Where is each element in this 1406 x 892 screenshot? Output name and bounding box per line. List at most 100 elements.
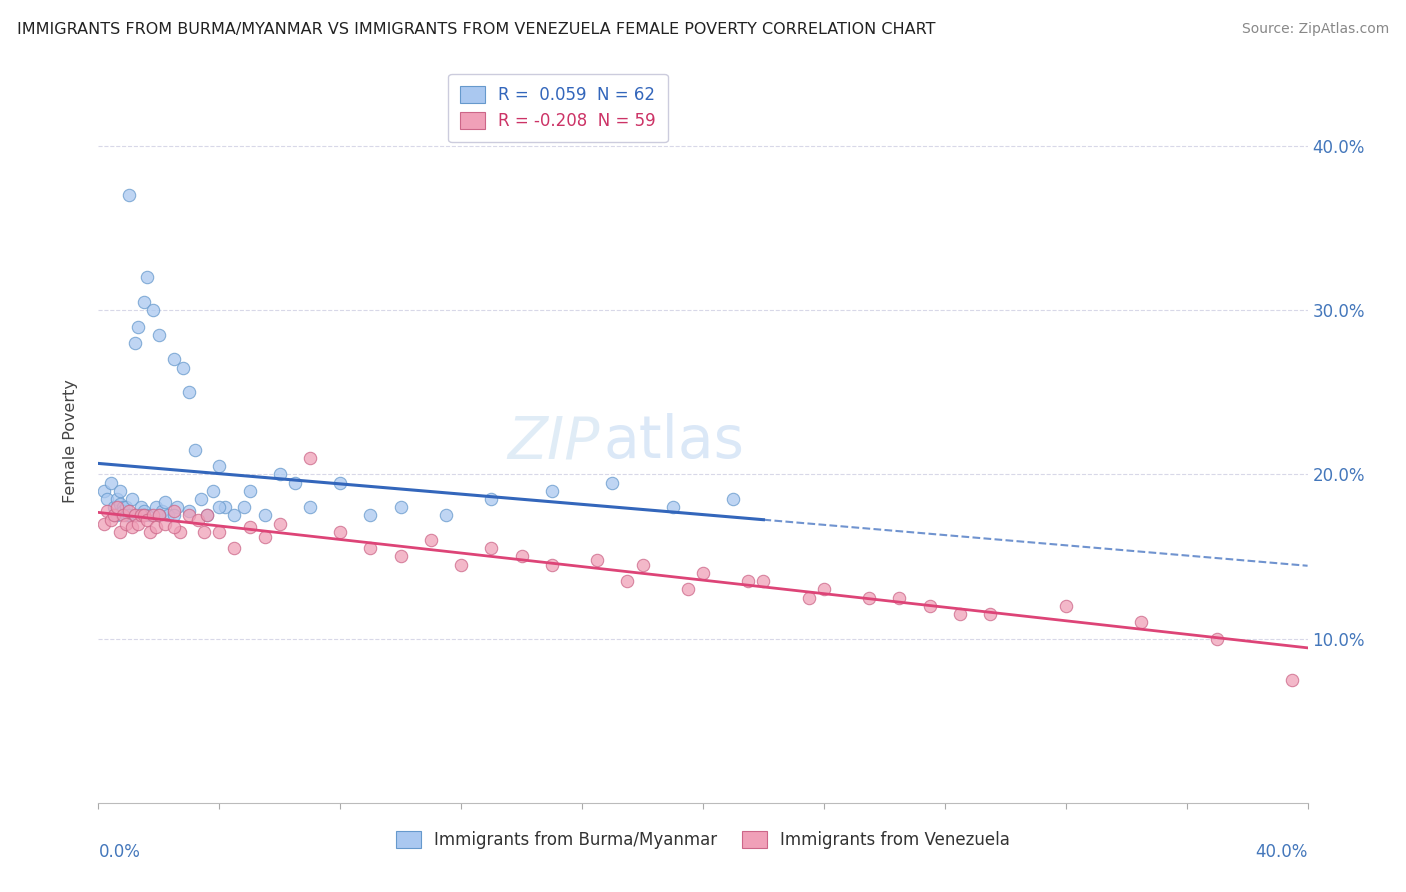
Point [103, 500, 125, 515]
Point [1130, 615, 1153, 630]
Point [108, 524, 131, 539]
Point [299, 500, 322, 515]
Point [111, 503, 134, 517]
Point [540, 483, 562, 498]
Point [797, 591, 820, 605]
Point [661, 500, 683, 515]
Point [118, 508, 141, 523]
Point [1281, 673, 1303, 687]
Point [108, 483, 131, 498]
Point [208, 459, 231, 474]
Point [450, 558, 472, 572]
Point [124, 508, 146, 523]
Point [889, 591, 911, 605]
Point [179, 385, 201, 400]
Point [100, 513, 122, 527]
Point [121, 520, 143, 534]
Point [1206, 632, 1229, 646]
Point [118, 188, 141, 202]
Point [540, 558, 562, 572]
Point [142, 508, 165, 523]
Point [169, 524, 191, 539]
Point [979, 607, 1001, 621]
Point [329, 524, 352, 539]
Point [163, 520, 186, 534]
Point [232, 500, 254, 515]
Point [202, 483, 225, 498]
Point [145, 520, 167, 534]
Point [163, 352, 186, 367]
Point [299, 450, 322, 465]
Point [224, 508, 246, 523]
Point [139, 508, 162, 523]
Point [132, 508, 155, 523]
Text: atlas: atlas [603, 413, 745, 470]
Point [132, 508, 155, 523]
Point [135, 513, 157, 527]
Point [208, 500, 231, 515]
Point [148, 327, 170, 342]
Y-axis label: Female Poverty: Female Poverty [63, 380, 77, 503]
Point [129, 500, 152, 515]
Point [253, 508, 276, 523]
Point [163, 503, 186, 517]
Point [96, 491, 118, 506]
Point [179, 503, 201, 517]
Point [184, 442, 207, 457]
Text: IMMIGRANTS FROM BURMA/MYANMAR VS IMMIGRANTS FROM VENEZUELA FEMALE POVERTY CORREL: IMMIGRANTS FROM BURMA/MYANMAR VS IMMIGRA… [17, 22, 935, 37]
Point [103, 508, 125, 523]
Point [132, 295, 155, 310]
Point [132, 503, 155, 517]
Point [195, 508, 218, 523]
Point [723, 491, 745, 506]
Point [692, 566, 714, 580]
Point [193, 524, 215, 539]
Point [208, 524, 231, 539]
Point [676, 582, 699, 597]
Point [135, 270, 157, 285]
Legend: Immigrants from Burma/Myanmar, Immigrants from Venezuela: Immigrants from Burma/Myanmar, Immigrant… [389, 824, 1017, 856]
Point [156, 508, 179, 523]
Point [124, 508, 146, 523]
Point [269, 516, 291, 531]
Point [813, 582, 835, 597]
Point [481, 491, 503, 506]
Point [269, 467, 291, 482]
Point [224, 541, 246, 556]
Point [127, 508, 149, 523]
Point [114, 516, 136, 531]
Point [918, 599, 941, 613]
Point [179, 508, 201, 523]
Point [631, 558, 654, 572]
Point [1054, 599, 1077, 613]
Point [114, 508, 136, 523]
Point [121, 491, 143, 506]
Point [389, 500, 412, 515]
Point [127, 319, 149, 334]
Point [145, 500, 167, 515]
Point [586, 553, 609, 567]
Point [239, 520, 262, 534]
Point [602, 475, 624, 490]
Text: 40.0%: 40.0% [1256, 843, 1308, 861]
Point [949, 607, 972, 621]
Point [166, 500, 188, 515]
Point [253, 530, 276, 544]
Point [108, 497, 131, 511]
Point [124, 336, 146, 351]
Point [100, 475, 122, 490]
Point [510, 549, 533, 564]
Point [481, 541, 503, 556]
Point [858, 591, 880, 605]
Point [111, 508, 134, 523]
Point [239, 483, 262, 498]
Point [150, 503, 173, 517]
Point [127, 516, 149, 531]
Point [93, 516, 115, 531]
Point [139, 524, 162, 539]
Point [389, 549, 412, 564]
Text: Source: ZipAtlas.com: Source: ZipAtlas.com [1241, 22, 1389, 37]
Point [118, 503, 141, 517]
Point [129, 508, 152, 523]
Point [187, 513, 209, 527]
